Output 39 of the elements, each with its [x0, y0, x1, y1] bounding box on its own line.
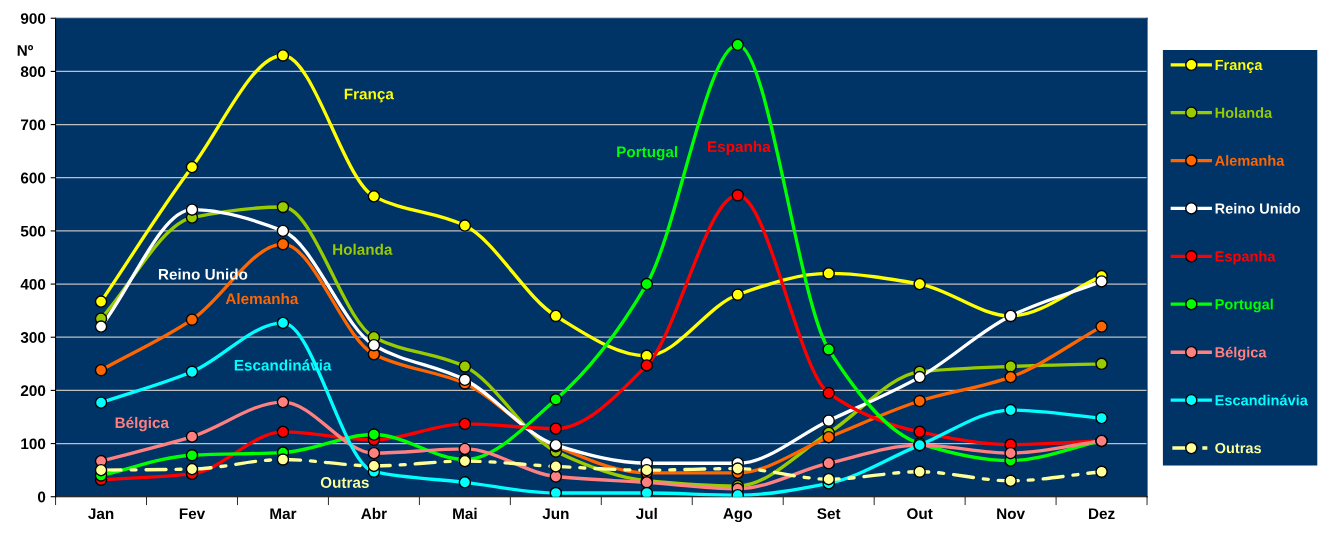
x-tick-label: Fev	[179, 508, 206, 520]
x-tick-label: Out	[907, 508, 933, 520]
annotation: França	[344, 88, 394, 103]
y-tick-label: 600	[20, 172, 46, 184]
annotation: Holanda	[333, 243, 393, 255]
legend-label: Outras	[1215, 442, 1262, 454]
x-tick-label: Ago	[723, 508, 752, 523]
x-tick-label: Abr	[361, 507, 387, 520]
annotation: Espanha	[708, 140, 771, 156]
y-tick-label: 700	[21, 119, 46, 131]
y-tick-label: 500	[20, 225, 46, 237]
legend-label: Reino Unido	[1215, 202, 1300, 214]
y-tick-label: 100	[21, 438, 46, 450]
x-tick-label: Mar	[270, 508, 297, 520]
x-tick-label: Mai	[453, 507, 477, 520]
legend-label: Escandinávia	[1215, 394, 1308, 406]
y-tick-label: 300	[20, 332, 46, 343]
y-axis-title: Nº	[17, 45, 34, 56]
x-tick-label: Jan	[88, 508, 114, 520]
x-tick-label: Set	[817, 508, 841, 520]
annotation: Outras	[320, 477, 369, 488]
y-tick-label: 400	[20, 278, 46, 290]
annotation: Alemanha	[225, 292, 299, 305]
annotation: Bélgica	[115, 416, 170, 432]
annotation: Portugal	[617, 146, 678, 161]
y-tick-label: 0	[37, 491, 46, 503]
legend-label: Alemanha	[1215, 155, 1285, 166]
y-tick-label: 800	[20, 66, 46, 78]
y-tick-label: 200	[20, 385, 46, 397]
legend-label: França	[1215, 59, 1263, 73]
x-tick-label: Dez	[1089, 508, 1115, 520]
x-tick-label: Nov	[997, 508, 1025, 520]
legend-label: Bélgica	[1215, 346, 1267, 361]
y-tick-label: 900	[20, 13, 46, 24]
legend-label: Holanda	[1215, 107, 1273, 118]
legend-label: Espanha	[1215, 250, 1276, 265]
x-tick-label: Jun	[542, 508, 569, 520]
x-tick-label: Jul	[635, 507, 657, 520]
legend-label: Portugal	[1215, 298, 1273, 313]
